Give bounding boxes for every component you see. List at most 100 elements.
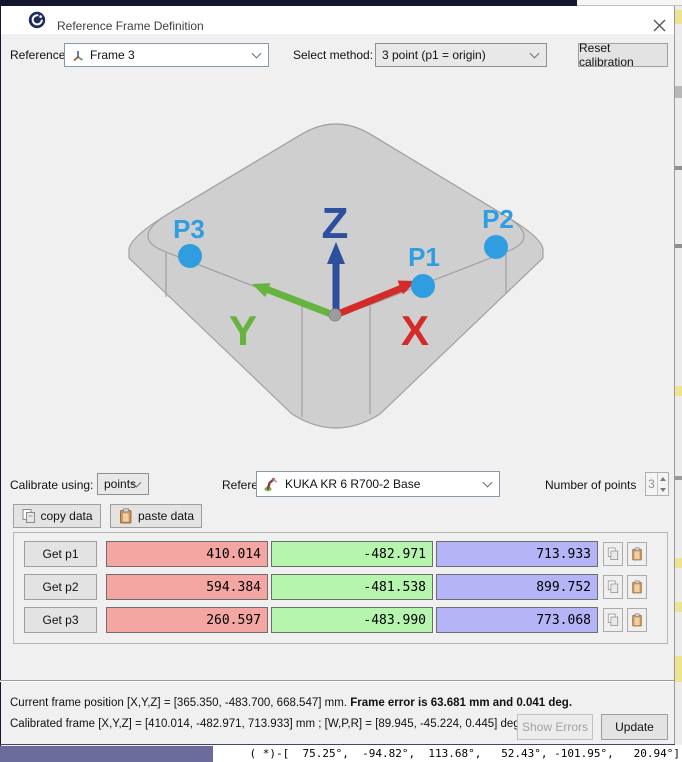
frame-axes-icon xyxy=(73,51,83,62)
current-frame-status: Current frame position [X,Y,Z] = [365.35… xyxy=(10,697,572,709)
close-button[interactable] xyxy=(647,15,671,35)
current-frame-text: Current frame position [X,Y,Z] = [365.35… xyxy=(10,697,347,709)
p3-y-field[interactable]: -483.990 xyxy=(271,607,433,633)
reference-frame-value: Frame 3 xyxy=(90,48,135,62)
p2-x-field[interactable]: 594.384 xyxy=(106,574,268,600)
dialog-border-left xyxy=(0,0,1,746)
y-axis-label: Y xyxy=(229,307,257,354)
reference-frame-combobox[interactable]: Frame 3 xyxy=(64,43,269,67)
p3-label: P3 xyxy=(173,214,205,244)
joint-values-text: ( *)-[ 75.25°, -94.82°, 113.68°, 52.43°,… xyxy=(249,747,680,760)
method-value: 3 point (p1 = origin) xyxy=(382,48,486,62)
p2-point xyxy=(484,235,508,259)
number-of-points-spinner[interactable]: 3 xyxy=(645,472,669,496)
p3-z-field[interactable]: 773.068 xyxy=(436,607,598,633)
spinner-arrows[interactable] xyxy=(657,473,668,495)
box-edge-seams xyxy=(165,253,507,417)
calibrate-reference-combobox[interactable]: KUKA KR 6 R700-2 Base xyxy=(256,471,500,497)
p1-x-field[interactable]: 410.014 xyxy=(106,541,268,567)
editor-highlight xyxy=(675,656,682,682)
z-axis-label: Z xyxy=(322,199,349,248)
number-of-points-label: Number of points xyxy=(545,478,637,492)
window-title: Reference Frame Definition xyxy=(57,19,204,33)
p2-z-field[interactable]: 899.752 xyxy=(436,574,598,600)
origin-point xyxy=(328,308,342,322)
chevron-down-icon xyxy=(482,477,493,488)
calibrated-frame-status: Calibrated frame [X,Y,Z] = [410.014, -48… xyxy=(10,718,520,730)
x-axis-label: X xyxy=(401,307,429,354)
editor-mark xyxy=(675,86,682,98)
frame-error-text: Frame error is 63.681 mm and 0.041 deg. xyxy=(350,697,573,709)
editor-mark xyxy=(675,244,682,248)
z-axis-arrowhead xyxy=(327,242,345,264)
paste-icon xyxy=(119,508,132,524)
background-window-top-right xyxy=(577,0,682,6)
calibrate-reference-value: KUKA KR 6 R700-2 Base xyxy=(285,477,421,491)
calibrate-using-combobox[interactable]: points xyxy=(97,473,149,495)
reference-label: Reference: xyxy=(10,48,69,62)
status-separator xyxy=(0,680,674,682)
p1-z-field[interactable]: 713.933 xyxy=(436,541,598,567)
chevron-down-icon xyxy=(529,48,540,59)
spin-down-icon xyxy=(660,487,666,492)
paste-icon xyxy=(632,580,642,594)
p1-copy-button[interactable] xyxy=(603,542,623,566)
copy-icon xyxy=(22,509,36,523)
dialog-border-right xyxy=(674,6,675,744)
p2-copy-button[interactable] xyxy=(603,575,623,599)
p1-y-field[interactable]: -482.971 xyxy=(271,541,433,567)
calibrate-using-label: Calibrate using: xyxy=(10,478,94,492)
get-p1-button[interactable]: Get p1 xyxy=(24,541,97,567)
p1-paste-button[interactable] xyxy=(627,542,647,566)
robodk-logo-icon xyxy=(28,11,46,29)
editor-mark xyxy=(675,166,682,170)
points-groupbox xyxy=(13,532,668,644)
editor-highlight xyxy=(675,602,682,612)
editor-highlight xyxy=(675,558,682,568)
p3-copy-button[interactable] xyxy=(603,608,623,632)
update-button[interactable]: Update xyxy=(601,714,668,740)
y-axis-arrowhead xyxy=(252,283,271,298)
method-combobox[interactable]: 3 point (p1 = origin) xyxy=(375,43,547,67)
p1-point xyxy=(411,274,435,298)
p2-paste-button[interactable] xyxy=(627,575,647,599)
paste-data-button[interactable]: paste data xyxy=(110,504,202,528)
dialog-border-bottom xyxy=(0,744,675,745)
p3-paste-button[interactable] xyxy=(627,608,647,632)
reference-frame-diagram: Z Y X P3 P2 P1 xyxy=(128,123,544,429)
copy-icon xyxy=(607,613,619,626)
copy-data-label: copy data xyxy=(40,509,93,523)
copy-icon xyxy=(607,580,619,593)
p3-point xyxy=(178,244,202,268)
p2-y-field[interactable]: -481.538 xyxy=(271,574,433,600)
reset-calibration-button[interactable]: Reset calibration xyxy=(578,41,668,69)
background-console: ( *)-[ 75.25°, -94.82°, 113.68°, 52.43°,… xyxy=(213,745,682,762)
number-of-points-value: 3 xyxy=(648,477,655,491)
spin-up-icon xyxy=(660,476,666,481)
robot-icon xyxy=(264,477,278,492)
background-window-top-strip xyxy=(0,0,577,6)
p3-x-field[interactable]: 260.597 xyxy=(106,607,268,633)
editor-highlight xyxy=(675,386,682,396)
p1-label: P1 xyxy=(408,242,440,272)
title-bar: Reference Frame Definition xyxy=(1,6,674,34)
p2-label: P2 xyxy=(482,204,514,234)
chevron-down-icon xyxy=(251,48,262,59)
get-p2-button[interactable]: Get p2 xyxy=(24,574,97,600)
editor-highlight xyxy=(675,10,682,24)
background-editor-sliver xyxy=(675,6,682,744)
y-axis-arrow xyxy=(264,285,333,318)
get-p3-button[interactable]: Get p3 xyxy=(24,607,97,633)
select-method-label: Select method: xyxy=(293,48,374,62)
paste-icon xyxy=(632,547,642,561)
copy-data-button[interactable]: copy data xyxy=(13,504,101,528)
close-icon xyxy=(653,19,665,31)
editor-mark xyxy=(675,476,682,480)
paste-icon xyxy=(632,613,642,627)
x-axis-arrow xyxy=(336,284,404,318)
show-errors-button[interactable]: Show Errors xyxy=(517,714,593,740)
paste-data-label: paste data xyxy=(137,509,195,523)
calibrate-using-value: points xyxy=(104,477,137,491)
copy-icon xyxy=(607,547,619,560)
